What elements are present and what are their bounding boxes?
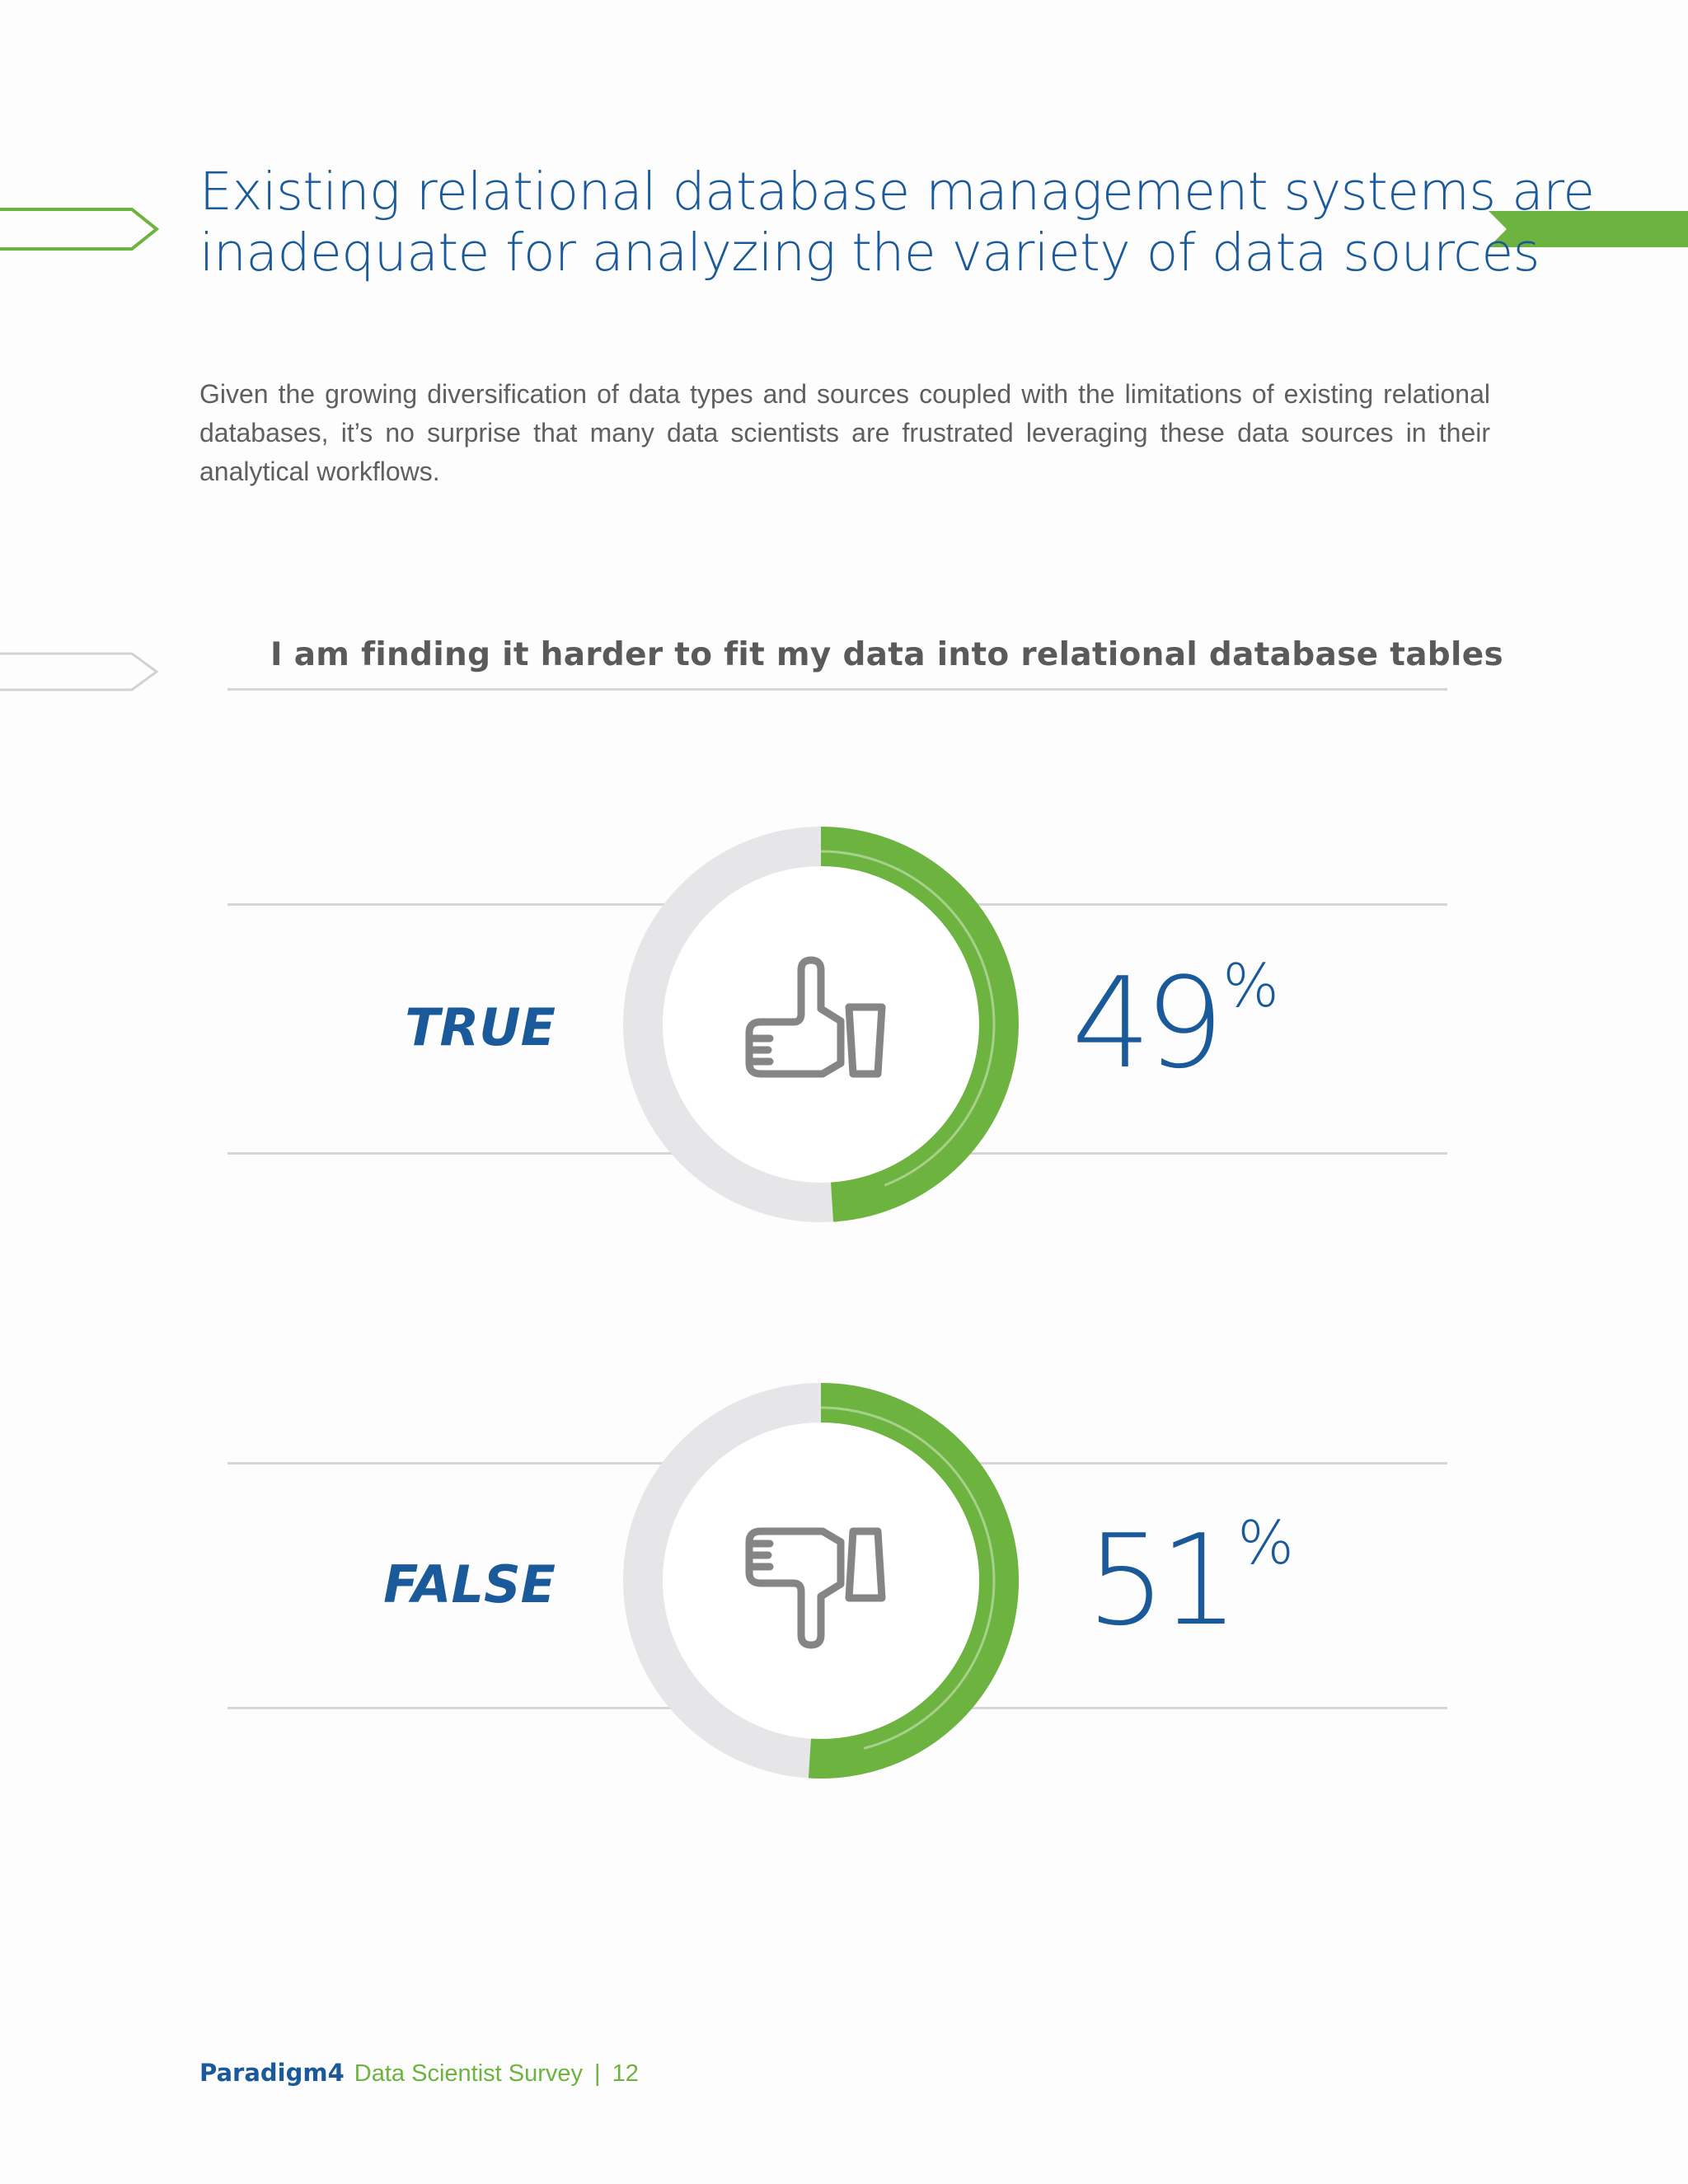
thumbs-down-icon: [745, 1527, 886, 1649]
intro-paragraph: Given the growing diversification of dat…: [199, 379, 1490, 486]
question-arrow-decoration: [0, 652, 159, 691]
donut-chart-true: [623, 827, 1019, 1222]
percentage-true-value: 49: [1071, 950, 1224, 1096]
donut-background: [643, 846, 999, 1202]
donut-segment-highlight: [820, 1406, 996, 1750]
donut-chart-false: [623, 1383, 1019, 1779]
percentage-false-unit: %: [1237, 1508, 1294, 1577]
headline-line-2: inadequate for analyzing the variety of …: [199, 223, 1540, 283]
percentage-false: 51%: [1086, 1513, 1294, 1643]
footer-brand: Paradigm4: [199, 2059, 345, 2087]
answer-label-true: TRUE: [405, 997, 556, 1057]
footer-separator: |: [594, 2060, 601, 2087]
footer-title: Data Scientist Survey: [354, 2060, 584, 2087]
donut-segment-false: [808, 1383, 1019, 1779]
left-arrow-decoration: [0, 208, 160, 251]
footer-page-number: 12: [612, 2060, 639, 2087]
donut-segment-highlight: [820, 850, 996, 1187]
headline-line-1: Existing relational database management …: [199, 162, 1595, 222]
page-footer: Paradigm4 Data Scientist Survey | 12: [199, 2059, 639, 2088]
question-underline: [227, 688, 1447, 691]
page-headline: Existing relational database management …: [199, 162, 1595, 284]
answer-label-false: FALSE: [383, 1554, 556, 1615]
percentage-false-value: 51: [1086, 1507, 1239, 1653]
percentage-true-unit: %: [1222, 951, 1279, 1020]
survey-question: I am finding it harder to fit my data in…: [270, 636, 1503, 673]
donut-background: [643, 1403, 999, 1759]
right-flag-decoration: [1489, 211, 1688, 247]
percentage-true: 49%: [1071, 956, 1279, 1086]
thumbs-up-icon: [745, 956, 886, 1078]
donut-segment-true: [820, 827, 1019, 1222]
